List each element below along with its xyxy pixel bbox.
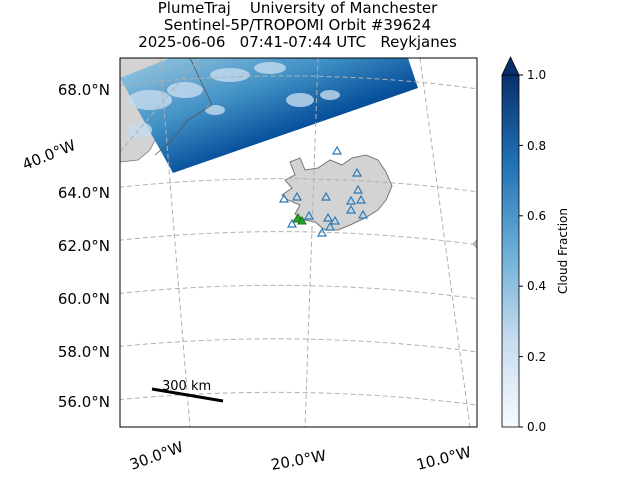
lat-label-64: 64.0°N (58, 184, 110, 202)
colorbar-tick-0.0: 0.0 (527, 420, 546, 434)
colorbar-tick-1.0: 1.0 (527, 68, 546, 82)
scale-bar (151, 387, 224, 403)
lat-label-60: 60.0°N (58, 290, 110, 308)
lat-label-58: 58.0°N (58, 343, 110, 361)
lon-label-30w: 30.0°W (127, 438, 186, 474)
latitude-labels: 68.0°N 64.0°N 62.0°N 60.0°N 58.0°N 56.0°… (58, 81, 110, 411)
greenland-coast-over-swath (154, 58, 213, 156)
title-line-2: Sentinel-5P/TROPOMI Orbit #39624 (163, 16, 432, 34)
colorbar-gradient (501, 74, 520, 428)
colorbar-label: Cloud Fraction (556, 208, 570, 294)
station-markers (278, 145, 369, 237)
lon-label-20w: 20.0°W (270, 447, 328, 474)
figure-title: PlumeTraj University of Manchester Senti… (0, 0, 595, 51)
cloud-texture (128, 62, 340, 138)
lat-label-56: 56.0°N (58, 393, 110, 411)
graticule (120, 58, 477, 427)
lon-label-40w: 40.0°W (20, 136, 79, 174)
title-line-3: 2025-06-06 07:41-07:44 UTC Reykjanes (138, 33, 457, 51)
scale-bar-label: 300 km (162, 379, 211, 394)
active-volcano-marker (292, 213, 307, 225)
colorbar-tick-0.8: 0.8 (527, 139, 546, 153)
lat-label-68: 68.0°N (58, 81, 110, 99)
map-panel (120, 58, 477, 427)
colorbar-ticks (519, 74, 523, 428)
colorbar-tick-0.2: 0.2 (527, 350, 546, 364)
map-frame (119, 57, 478, 428)
lat-label-62: 62.0°N (58, 237, 110, 255)
title-line-1: PlumeTraj University of Manchester (157, 0, 438, 17)
lon-label-10w: 10.0°W (415, 443, 474, 474)
colorbar-tick-0.6: 0.6 (527, 209, 546, 223)
colorbar-extend-arrow (501, 56, 520, 76)
colorbar-tick-0.4: 0.4 (527, 279, 546, 293)
colorbar: 1.0 0.8 0.6 0.4 0.2 0.0 Cloud Fraction (501, 56, 570, 434)
